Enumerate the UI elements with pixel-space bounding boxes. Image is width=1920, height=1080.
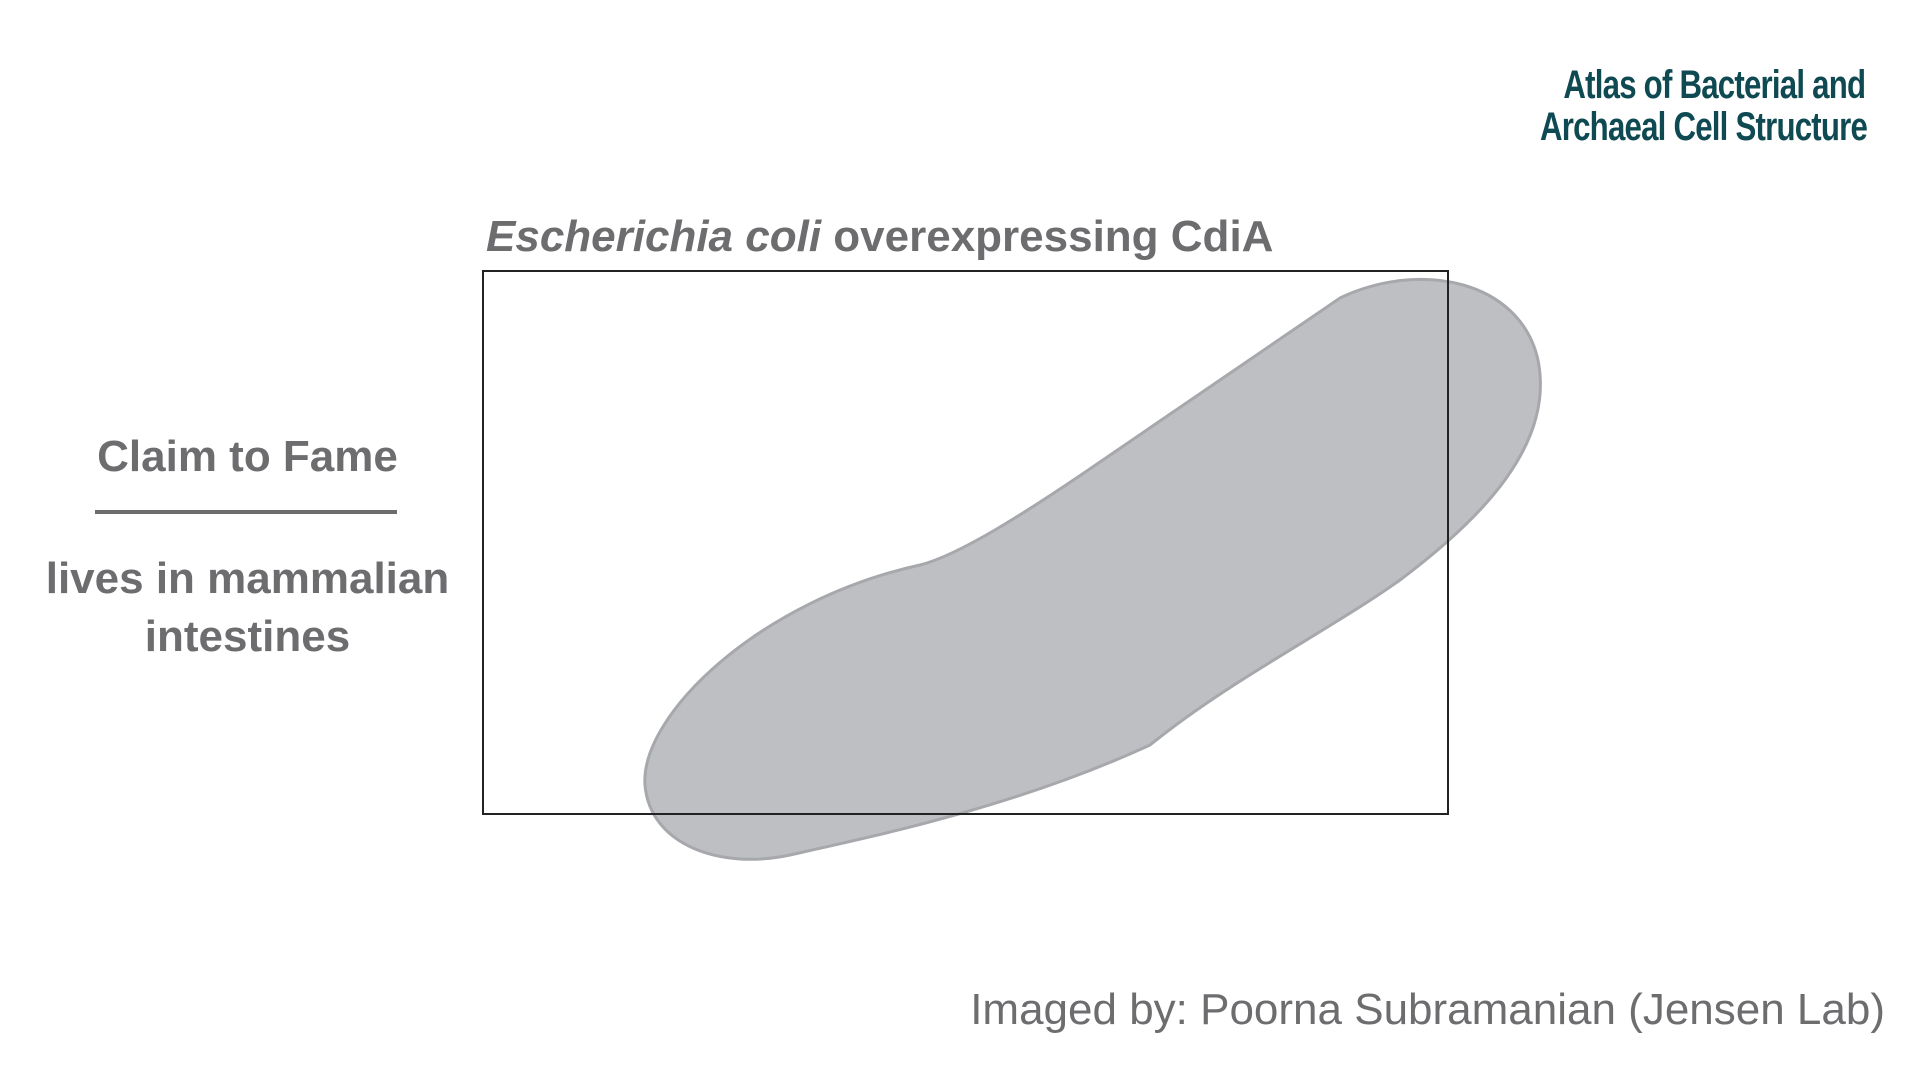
slide-title: Escherichia coli overexpressing CdiA	[486, 212, 1273, 262]
image-credit: Imaged by: Poorna Subramanian (Jensen La…	[970, 985, 1885, 1034]
claim-heading: Claim to Fame	[97, 432, 398, 481]
logo-line-2: Archaeal Cell Structure	[1540, 105, 1868, 149]
bacterium-cell-outline	[643, 278, 1542, 861]
species-name: Escherichia coli	[486, 212, 822, 261]
title-rest: overexpressing CdiA	[821, 212, 1274, 261]
claim-text: lives in mammalian intestines	[45, 554, 450, 661]
image-frame	[482, 270, 1449, 815]
logo-line-1: Atlas of Bacterial and	[1563, 63, 1866, 107]
heading-divider	[95, 510, 397, 514]
atlas-logo: Atlas of Bacterial and Archaeal Cell Str…	[1540, 60, 1868, 160]
